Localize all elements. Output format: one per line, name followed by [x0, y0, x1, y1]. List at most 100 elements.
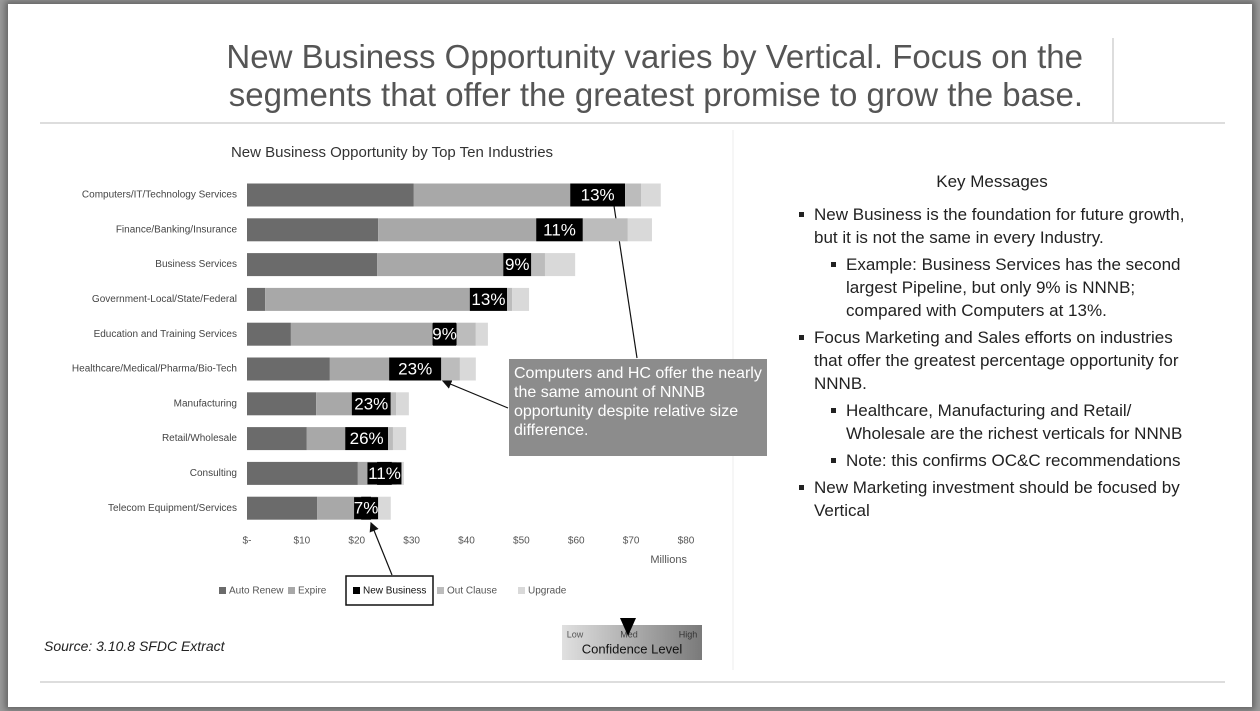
bar-segment [396, 392, 409, 416]
x-tick-label: $20 [348, 536, 365, 547]
title-line: segments that offer the greatest promise… [228, 76, 1083, 113]
sub-bullet: Example: Business Services has the secon… [831, 253, 1192, 322]
gauge-pointer [620, 618, 636, 636]
callout: Computers and HC offer the nearly the sa… [509, 359, 767, 456]
y-tick-label: Retail/Wholesale [162, 433, 237, 444]
bar-segment [390, 392, 397, 416]
bar-segment [475, 322, 488, 346]
share-label: 9% [432, 325, 457, 344]
legend-swatch [353, 587, 360, 594]
sub-list: Example: Business Services has the secon… [814, 253, 1192, 322]
slide-title: New Business Opportunity varies by Verti… [83, 38, 1083, 114]
legend-swatch [288, 587, 295, 594]
share-label-bg [367, 462, 402, 485]
bar-segment [377, 496, 391, 520]
bullet: New Business is the foundation for futur… [799, 203, 1192, 322]
y-tick-label: Telecom Equipment/Services [108, 503, 237, 514]
bar-segment [290, 322, 434, 346]
share-label-bg [398, 358, 433, 380]
bar-segment [247, 461, 358, 485]
share-label-bg [505, 253, 530, 276]
y-tick-label: Education and Training Services [94, 329, 237, 340]
bar-segment [459, 357, 476, 381]
share-label-bg [354, 497, 379, 520]
share-label: 23% [398, 359, 432, 378]
bar-segment [582, 218, 628, 242]
legend-swatch [219, 587, 226, 594]
x-tick-label: $30 [403, 536, 420, 547]
legend-swatch [437, 587, 444, 594]
gauge-low: Low [567, 629, 584, 639]
bar-segment [247, 183, 414, 207]
x-tick-label: $- [243, 536, 252, 547]
bar-segment [512, 287, 530, 311]
gauge-med: Med [620, 629, 638, 639]
share-label-bg [349, 427, 384, 450]
bar-segment [247, 218, 379, 242]
legend-highlight [345, 575, 434, 606]
key-messages: Key Messages New Business is the foundati… [792, 170, 1192, 526]
bar-segment [265, 287, 470, 311]
bullet-list: New Business is the foundation for futur… [792, 203, 1192, 522]
share-label: 23% [354, 394, 388, 413]
bar-segment [247, 253, 378, 277]
bullet: Focus Marketing and Sales efforts on ind… [799, 326, 1192, 472]
key-messages-heading: Key Messages [936, 172, 1048, 191]
bar-segment [247, 496, 318, 520]
bar-segment [247, 392, 317, 416]
chart-title: New Business Opportunity by Top Ten Indu… [231, 144, 553, 161]
share-label: 11% [543, 220, 576, 239]
bar-segment [641, 183, 661, 207]
share-label: 7% [354, 499, 379, 518]
bar-segment [456, 322, 476, 346]
share-label-bg [542, 218, 577, 241]
share-label-bg [432, 323, 457, 346]
share-label: 9% [505, 255, 530, 274]
share-label-bg [580, 184, 615, 206]
gauge-high: High [679, 629, 698, 639]
share-label: 11% [368, 464, 401, 483]
bar-segment [247, 357, 330, 381]
share-label: 13% [471, 290, 505, 309]
confidence-gauge [562, 625, 702, 660]
bar-segment [377, 253, 504, 277]
source: Source: 3.10.8 SFDC Extract [44, 638, 225, 654]
sub-list: Healthcare, Manufacturing and Retail/ Wh… [814, 399, 1192, 472]
bullet: New Marketing investment should be focus… [799, 476, 1192, 522]
bar-segment [544, 253, 576, 277]
bar-segment [392, 427, 407, 451]
bar-segment [317, 496, 362, 520]
gauge-label: Confidence Level [582, 641, 683, 656]
bullet-text: Focus Marketing and Sales efforts on ind… [814, 328, 1179, 393]
bar-segment [627, 218, 652, 242]
y-tick-label: Finance/Banking/Insurance [116, 224, 238, 235]
y-tick-label: Government-Local/State/Federal [92, 294, 237, 305]
y-tick-label: Consulting [190, 468, 237, 479]
share-label: 13% [581, 185, 615, 204]
bar-segment [378, 218, 537, 242]
bar-segment [625, 183, 642, 207]
bar-segment [531, 253, 545, 277]
bar-segment [388, 427, 393, 451]
legend-label: Expire [298, 586, 327, 597]
y-tick-label: Business Services [155, 259, 237, 270]
bar-segment [507, 287, 513, 311]
y-tick-label: Manufacturing [174, 398, 237, 409]
share-label-bg [471, 288, 506, 311]
title-line: New Business Opportunity varies by Verti… [226, 38, 1083, 75]
x-tick-label: $70 [623, 536, 640, 547]
x-tick-label: $40 [458, 536, 475, 547]
slide [8, 4, 1252, 707]
bar-segment [247, 287, 266, 311]
bar-segment [329, 357, 390, 381]
bar-segment [316, 392, 352, 416]
arrows [369, 184, 638, 576]
bar-segment [247, 427, 307, 451]
x-tick-label: $80 [678, 536, 695, 547]
legend-label: New Business [363, 586, 426, 597]
share-label-bg [354, 392, 389, 415]
bar-segment [247, 322, 291, 346]
bar-segment [413, 183, 571, 207]
x-tick-label: $50 [513, 536, 530, 547]
